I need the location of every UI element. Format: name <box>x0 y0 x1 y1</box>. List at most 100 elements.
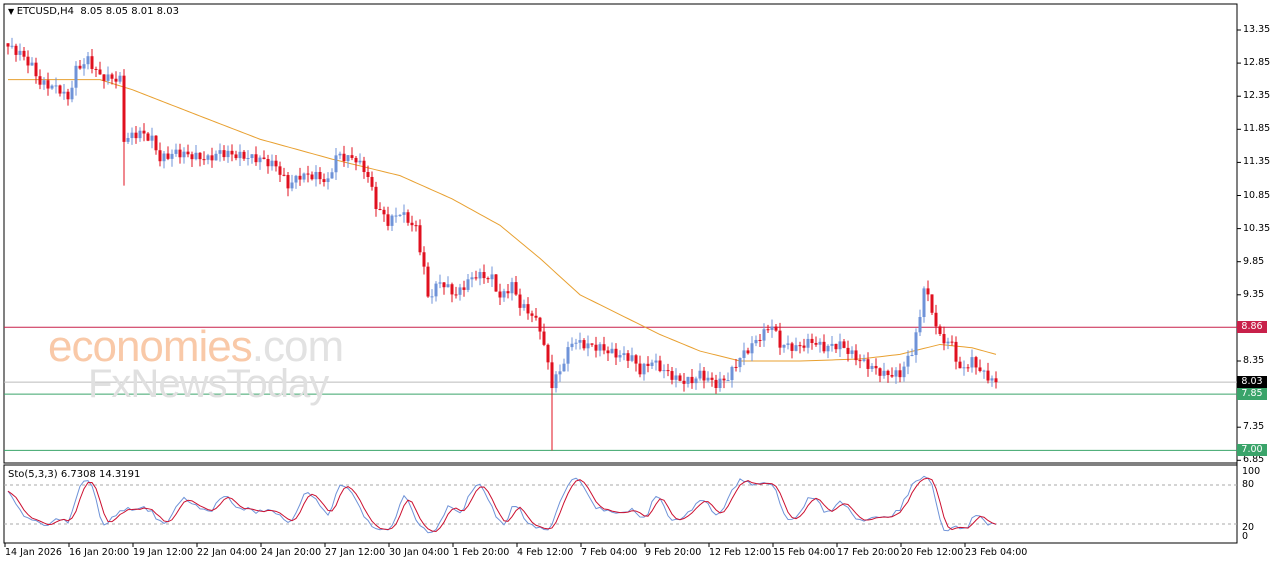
candle-body <box>838 341 842 350</box>
candle-body <box>158 150 162 162</box>
candle-body <box>154 135 158 151</box>
candle-body <box>18 50 22 55</box>
candle-body <box>222 150 226 158</box>
dropdown-triangle-icon[interactable]: ▼ <box>8 7 17 16</box>
candle-body <box>250 154 254 159</box>
candle-body <box>902 366 906 378</box>
candle-body <box>994 378 998 383</box>
candle-body <box>78 65 82 69</box>
candle-body <box>334 155 338 173</box>
candle-body <box>506 291 510 294</box>
candle-body <box>906 355 910 367</box>
candle-body <box>486 278 490 280</box>
symbol-label: ETCUSD,H4 <box>16 6 74 17</box>
y-tick-label: 11.35 <box>1243 156 1271 168</box>
candle-body <box>98 69 102 75</box>
candle-body <box>66 91 70 100</box>
candle-body <box>390 215 394 226</box>
x-tick-label: 30 Jan 04:00 <box>389 547 450 558</box>
ohlc-readout: 8.05 8.05 8.01 8.03 <box>80 6 179 17</box>
candle-body <box>662 370 666 372</box>
candle-body <box>814 342 818 345</box>
candle-body <box>926 288 930 295</box>
candle-body <box>890 375 894 377</box>
candle-body <box>750 343 754 354</box>
candle-body <box>270 160 274 167</box>
candle-body <box>458 287 462 295</box>
candle-body <box>518 294 522 308</box>
candle-body <box>882 370 886 376</box>
candle-body <box>230 150 234 155</box>
candle-body <box>718 378 722 389</box>
candle-body <box>130 132 134 139</box>
candle-body <box>218 150 222 154</box>
candle-body <box>650 362 654 366</box>
candle-body <box>142 130 146 134</box>
candle-body <box>482 272 486 279</box>
y-tick-label: 9.85 <box>1243 255 1265 267</box>
candle-body <box>654 360 658 363</box>
x-tick-label: 12 Feb 12:00 <box>709 547 772 558</box>
candle-body <box>778 330 782 348</box>
chart-header: ▼ ETCUSD,H4 8.05 8.05 8.01 8.03 <box>8 6 179 17</box>
candle-body <box>214 153 218 161</box>
candle-body <box>414 225 418 227</box>
candle-body <box>134 132 138 139</box>
candle-body <box>918 317 922 333</box>
candle-body <box>306 173 310 175</box>
candle-body <box>602 344 606 351</box>
candle-body <box>622 353 626 356</box>
candle-body <box>962 367 966 369</box>
candle-body <box>422 252 426 267</box>
candle-body <box>502 291 506 298</box>
candle-body <box>162 153 166 162</box>
candle-body <box>710 377 714 380</box>
x-tick-label: 24 Jan 20:00 <box>261 547 322 558</box>
candle-body <box>150 135 154 141</box>
candle-body <box>550 362 554 389</box>
candle-body <box>554 374 558 389</box>
candle-body <box>870 365 874 369</box>
candle-body <box>830 343 834 346</box>
candle-body <box>50 85 54 89</box>
candle-body <box>126 138 130 142</box>
y-tick-label: 9.35 <box>1243 288 1265 300</box>
candle-body <box>562 363 566 372</box>
candle-body <box>138 130 142 139</box>
candle-body <box>786 343 790 345</box>
watermark-fxnewstoday: FxNewsToday <box>88 362 329 406</box>
candle-body <box>986 370 990 381</box>
candle-body <box>910 355 914 357</box>
candle-body <box>298 175 302 180</box>
candle-body <box>678 375 682 381</box>
candle-body <box>690 376 694 384</box>
candle-body <box>942 333 946 344</box>
candle-body <box>14 45 18 55</box>
candle-body <box>618 355 622 358</box>
candle-body <box>958 361 962 369</box>
candle-body <box>982 370 986 372</box>
candle-body <box>46 80 50 89</box>
candle-body <box>386 214 390 226</box>
candle-body <box>446 284 450 288</box>
candle-body <box>74 65 78 88</box>
candle-body <box>862 359 866 361</box>
candle-body <box>6 43 10 47</box>
watermark-economies: economies.com <box>48 322 344 371</box>
candle-body <box>290 182 294 189</box>
candle-body <box>406 212 410 223</box>
candle-body <box>182 151 186 158</box>
candle-body <box>590 343 594 345</box>
candle-body <box>498 291 502 298</box>
x-tick-label: 1 Feb 20:00 <box>453 547 510 558</box>
candle-body <box>858 360 862 362</box>
candle-body <box>726 380 730 382</box>
y-tick-label: 10.35 <box>1243 222 1271 234</box>
candle-body <box>362 160 366 173</box>
candle-body <box>822 341 826 352</box>
candle-body <box>526 304 530 314</box>
y-tick-label: 8.35 <box>1243 355 1265 366</box>
candle-body <box>930 294 934 313</box>
candle-body <box>934 312 938 327</box>
